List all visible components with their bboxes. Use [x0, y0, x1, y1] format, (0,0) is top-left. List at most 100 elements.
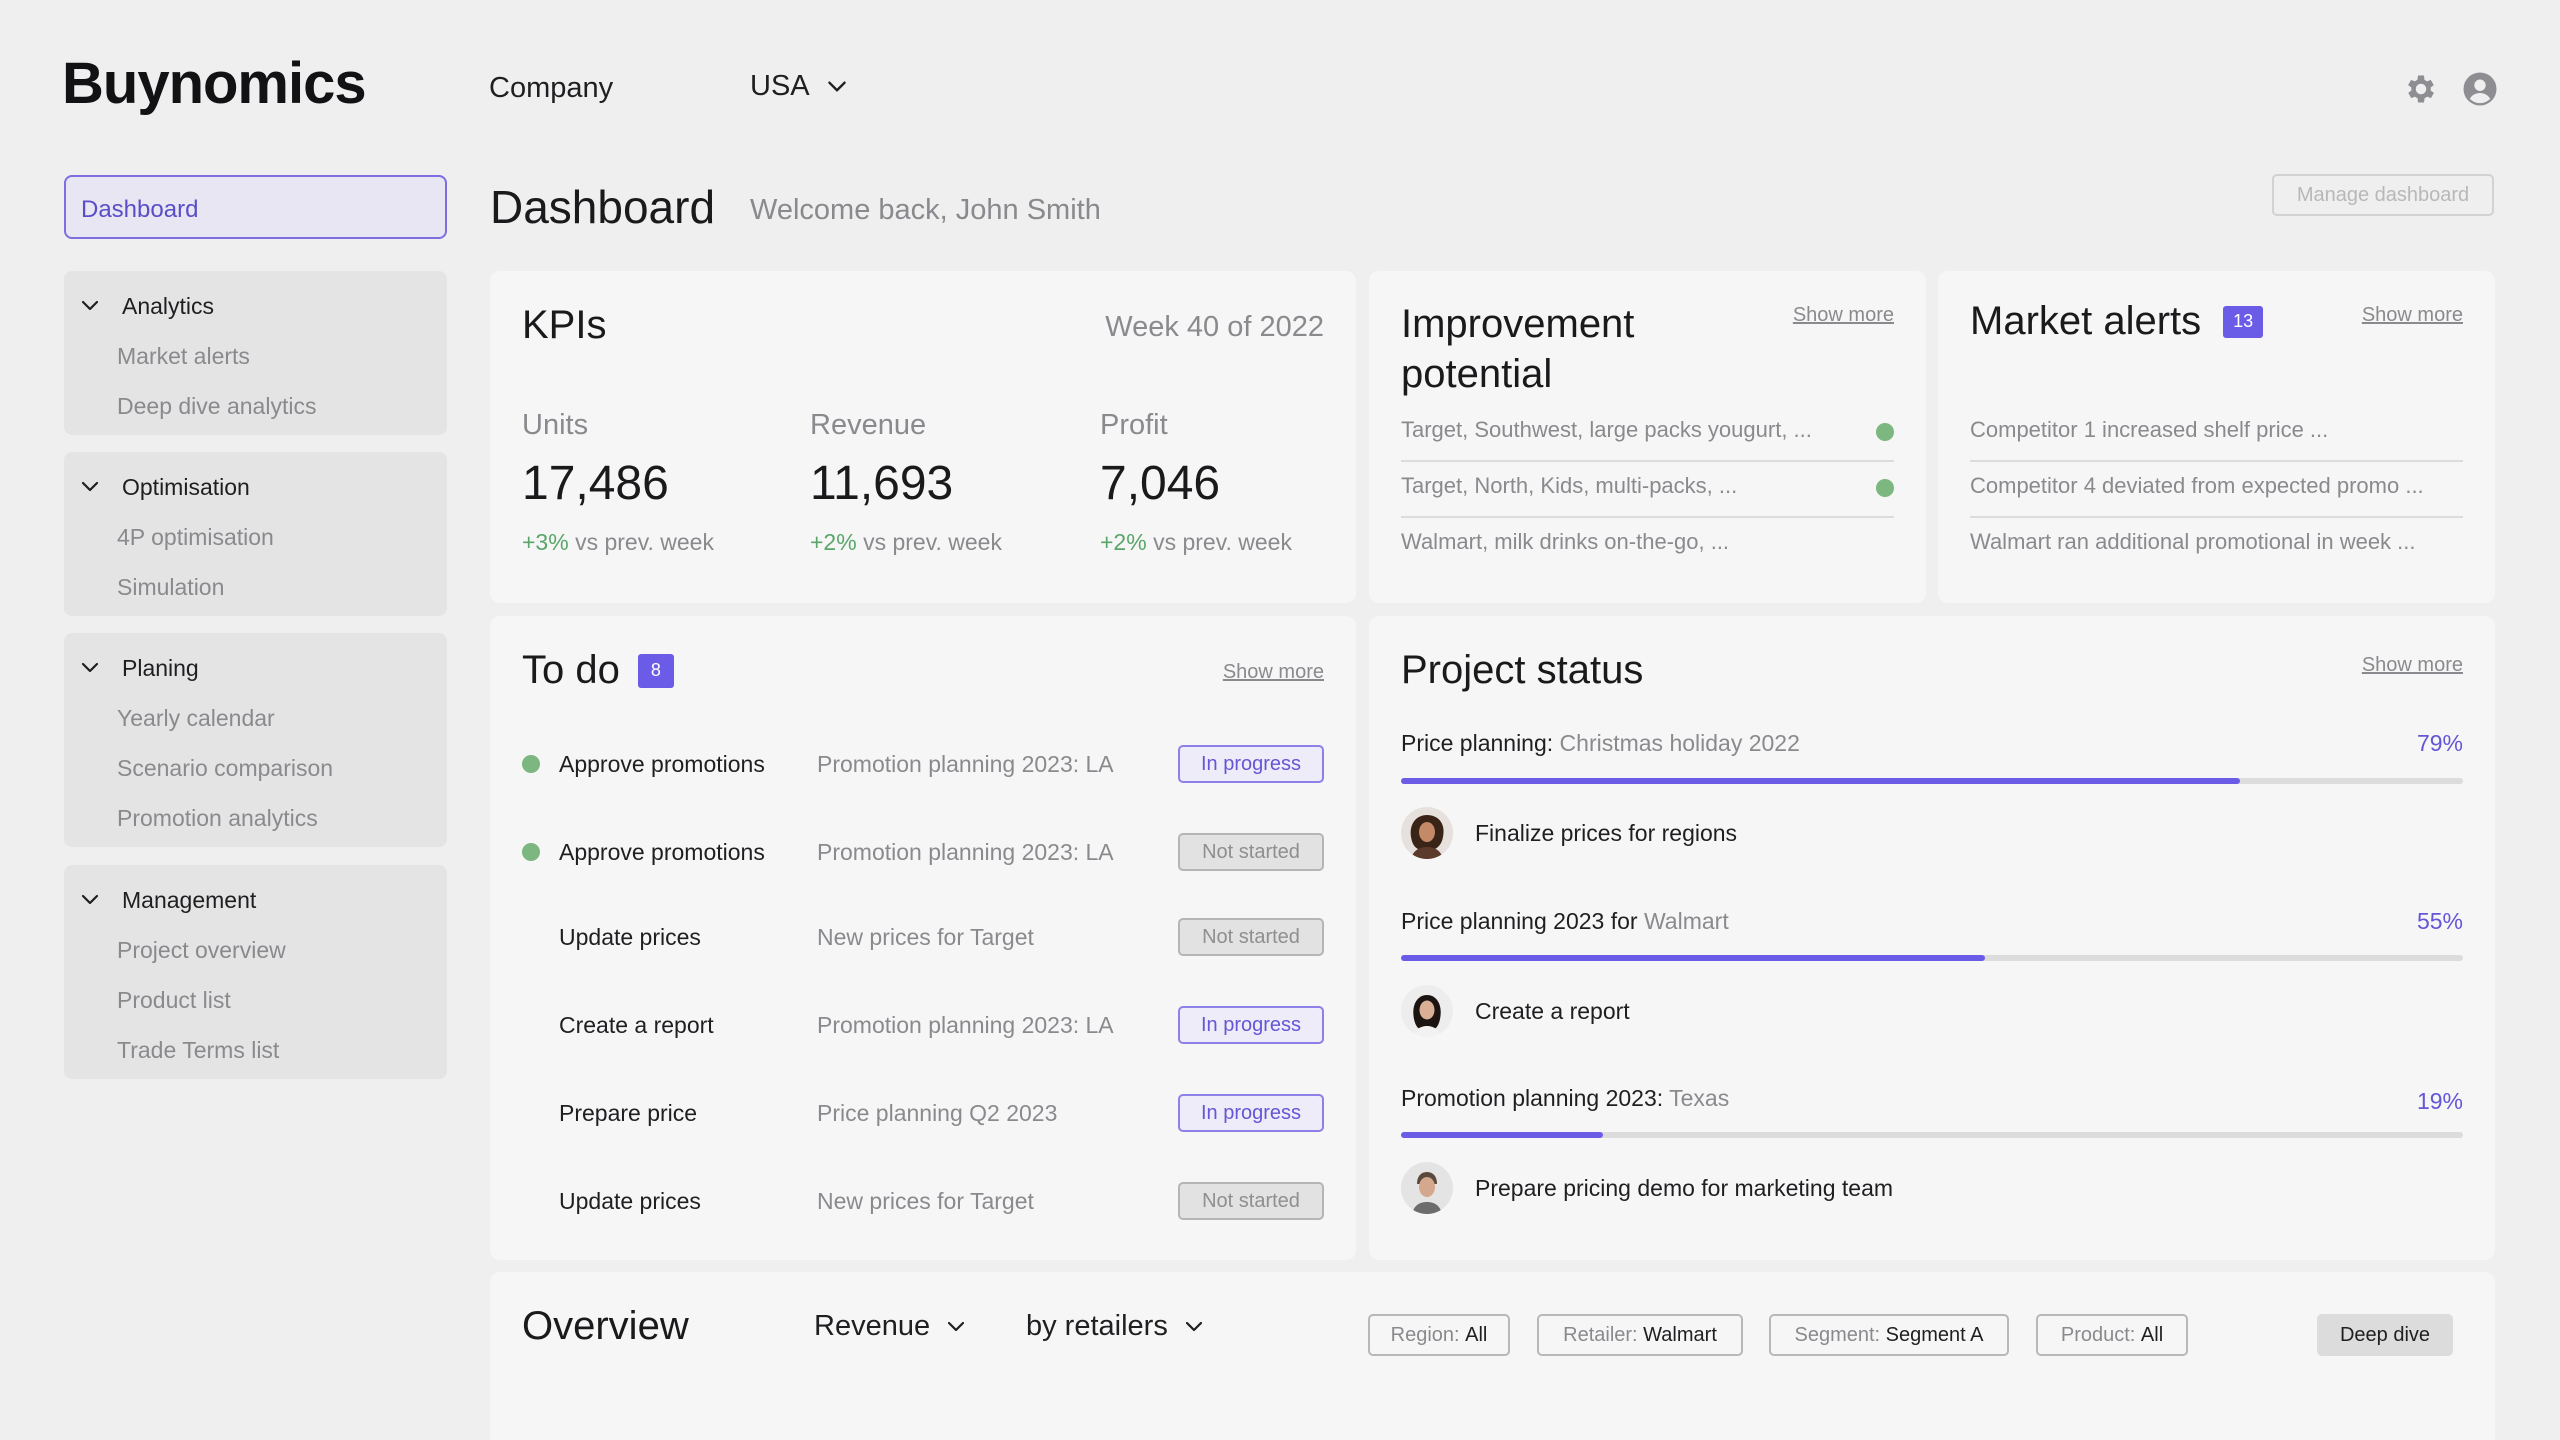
sidebar-group-label: Planing — [122, 654, 199, 681]
filter-product[interactable]: Product: All — [2036, 1314, 2188, 1356]
todo-project: New prices for Target — [817, 924, 1034, 950]
kpi-delta: +2% vs prev. week — [1100, 529, 1292, 556]
sidebar-item-promotion-analytics[interactable]: Promotion analytics — [117, 804, 318, 831]
sidebar-group-label: Analytics — [122, 292, 215, 319]
project-status-card: Project status Show more Price planning:… — [1369, 616, 2495, 1260]
project-progress-bar — [1401, 955, 2463, 961]
status-badge[interactable]: Not started — [1178, 918, 1324, 956]
project-progress-fill — [1401, 1132, 1603, 1138]
improvement-row[interactable]: Target, North, Kids, multi-packs, ... — [1401, 473, 1894, 499]
project-progress-fill — [1401, 778, 2240, 784]
metric-selector[interactable]: Revenue — [814, 1310, 968, 1343]
kpi-delta-value: +3% — [522, 529, 569, 555]
project-name-sub: Walmart — [1643, 908, 1729, 934]
todo-project: New prices for Target — [817, 1188, 1034, 1214]
sidebar-item-deep-dive-analytics[interactable]: Deep dive analytics — [117, 392, 317, 419]
improvement-row[interactable]: Walmart, milk drinks on-the-go, ... — [1401, 529, 1894, 555]
project-task[interactable]: Create a report — [1475, 998, 1630, 1024]
todo-card: To do 8 Show more Approve promotions Pro… — [490, 616, 1356, 1260]
sidebar-group-header-analytics[interactable]: Analytics — [64, 281, 447, 331]
sidebar-group-header-optimisation[interactable]: Optimisation — [64, 462, 447, 512]
filter-region[interactable]: Region: All — [1368, 1314, 1510, 1356]
todo-row[interactable]: Update prices New prices for Target Not … — [522, 913, 1324, 961]
deep-dive-button[interactable]: Deep dive — [2317, 1314, 2453, 1356]
kpi-delta-value: +2% — [810, 529, 857, 555]
sidebar-group-header-management[interactable]: Management — [64, 875, 447, 925]
project-name-main: Price planning 2023 for — [1401, 908, 1638, 934]
kpi-delta: +3% vs prev. week — [522, 529, 714, 556]
todo-row[interactable]: Create a report Promotion planning 2023:… — [522, 1001, 1324, 1049]
sidebar-group-planing: Planing Yearly calendar Scenario compari… — [64, 633, 447, 847]
grouping-label: by retailers — [1026, 1310, 1168, 1342]
page-title: Dashboard — [490, 181, 716, 233]
sidebar-item-product-list[interactable]: Product list — [117, 986, 231, 1013]
improvement-row-text: Walmart, milk drinks on-the-go, ... — [1401, 529, 1730, 554]
sidebar-item-dashboard[interactable]: Dashboard — [64, 175, 447, 239]
manage-dashboard-button[interactable]: Manage dashboard — [2272, 174, 2494, 216]
status-badge[interactable]: In progress — [1178, 1094, 1324, 1132]
sidebar-item-4p-optimisation[interactable]: 4P optimisation — [117, 523, 274, 550]
market-alerts-header: Market alerts 13 — [1970, 299, 2264, 344]
divider — [1401, 516, 1894, 518]
project-task[interactable]: Prepare pricing demo for marketing team — [1475, 1175, 1894, 1201]
kpi-value: 7,046 — [1100, 457, 1221, 510]
avatar — [1401, 1162, 1453, 1214]
project-progress-bar — [1401, 778, 2463, 784]
project-task[interactable]: Finalize prices for regions — [1475, 820, 1738, 846]
project-status-show-more-link[interactable]: Show more — [2361, 654, 2463, 676]
filter-key: Product: — [2060, 1323, 2136, 1346]
country-selector[interactable]: USA — [750, 70, 850, 103]
improvement-title-line: potential — [1401, 352, 1553, 396]
status-badge[interactable]: Not started — [1178, 833, 1324, 871]
market-alert-row[interactable]: Walmart ran additional promotional in we… — [1970, 529, 2416, 554]
improvement-row[interactable]: Target, Southwest, large packs yougurt, … — [1401, 417, 1894, 443]
grouping-selector[interactable]: by retailers — [1026, 1310, 1206, 1343]
project-name[interactable]: Price planning: Christmas holiday 2022 — [1401, 730, 1800, 757]
todo-row[interactable]: Approve promotions Promotion planning 20… — [522, 828, 1324, 876]
improvement-potential-card: Improvement potential Show more Target, … — [1369, 271, 1926, 603]
improvement-show-more-link[interactable]: Show more — [1792, 304, 1894, 326]
kpi-units: Units 17,486 +3% vs prev. week — [522, 409, 714, 556]
market-alert-row[interactable]: Competitor 4 deviated from expected prom… — [1970, 473, 2424, 498]
sidebar-item-scenario-comparison[interactable]: Scenario comparison — [117, 754, 334, 781]
market-alert-row[interactable]: Competitor 1 increased shelf price ... — [1970, 417, 2329, 442]
sidebar-group-optimisation: Optimisation 4P optimisation Simulation — [64, 452, 447, 616]
todo-row[interactable]: Update prices New prices for Target Not … — [522, 1177, 1324, 1225]
project-name[interactable]: Promotion planning 2023: Texas — [1401, 1085, 1729, 1112]
sidebar-item-yearly-calendar[interactable]: Yearly calendar — [117, 704, 275, 731]
status-badge[interactable]: In progress — [1178, 745, 1324, 783]
chevron-down-icon — [827, 80, 846, 91]
sidebar-group-header-planing[interactable]: Planing — [64, 643, 447, 693]
market-alerts-title: Market alerts — [1970, 299, 2202, 343]
country-label: USA — [750, 70, 810, 102]
overview-title: Overview — [522, 1304, 689, 1348]
project-name[interactable]: Price planning 2023 for Walmart — [1401, 908, 1729, 935]
sidebar-item-market-alerts[interactable]: Market alerts — [117, 342, 250, 369]
todo-project: Promotion planning 2023: LA — [817, 1012, 1114, 1038]
project-progress-percent: 79% — [2416, 730, 2463, 756]
chevron-down-icon — [81, 300, 99, 311]
sidebar-item-simulation[interactable]: Simulation — [117, 573, 225, 600]
todo-show-more-link[interactable]: Show more — [1222, 661, 1324, 683]
filter-retailer[interactable]: Retailer: Walmart — [1537, 1314, 1743, 1356]
filter-value: All — [1465, 1323, 1488, 1346]
todo-task: Prepare price — [559, 1100, 698, 1126]
status-badge[interactable]: Not started — [1178, 1182, 1324, 1220]
sidebar-item-project-overview[interactable]: Project overview — [117, 936, 286, 963]
project-name-sub: Texas — [1669, 1085, 1730, 1111]
todo-task: Approve promotions — [559, 751, 765, 777]
market-alerts-show-more-link[interactable]: Show more — [2361, 304, 2463, 326]
todo-row[interactable]: Approve promotions Promotion planning 20… — [522, 740, 1324, 788]
filter-segment[interactable]: Segment: Segment A — [1769, 1314, 2009, 1356]
filter-value: All — [2140, 1323, 2164, 1346]
sidebar-group-label: Management — [122, 886, 257, 913]
status-badge[interactable]: In progress — [1178, 1006, 1324, 1044]
kpi-revenue: Revenue 11,693 +2% vs prev. week — [810, 409, 1002, 556]
filter-value: Segment A — [1885, 1323, 1984, 1346]
company-label[interactable]: Company — [489, 72, 614, 104]
todo-row[interactable]: Prepare price Price planning Q2 2023 In … — [522, 1089, 1324, 1137]
sidebar-group-analytics: Analytics Market alerts Deep dive analyt… — [64, 271, 447, 435]
sidebar-item-trade-terms-list[interactable]: Trade Terms list — [117, 1036, 280, 1063]
settings-gear-icon[interactable] — [2403, 71, 2439, 107]
user-account-icon[interactable] — [2462, 71, 2498, 107]
